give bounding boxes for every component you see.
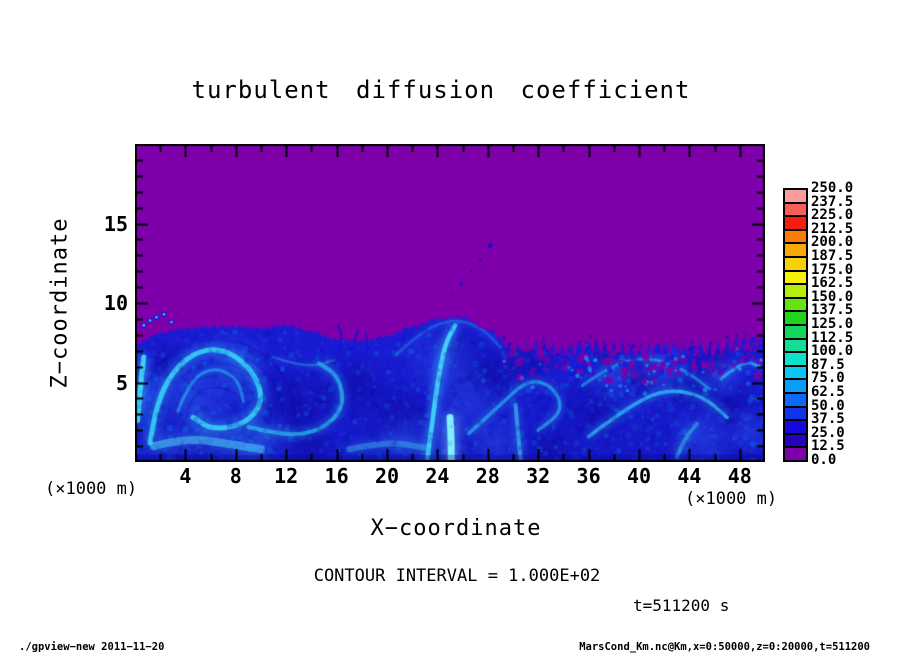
colorbar-tick-label: 150.0 — [811, 288, 854, 305]
colorbar-tick-label: 62.5 — [811, 384, 845, 400]
contour-interval-label: CONTOUR INTERVAL = 1.000E+02 — [313, 566, 601, 586]
colorbar-tick-label: 237.5 — [811, 193, 854, 210]
colorbar-tick-label: 0.0 — [811, 452, 837, 468]
colorbar-tick-label: 87.5 — [811, 356, 845, 373]
x-tick-label: 28 — [475, 464, 500, 488]
colorbar-tick-label: 37.5 — [811, 411, 845, 428]
colorbar-tick-label: 187.5 — [811, 248, 854, 264]
colorbar — [783, 188, 808, 464]
colorbar-tick-label: 137.5 — [811, 302, 854, 319]
time-label: t=511200 s — [633, 596, 730, 615]
x-tick-label: 20 — [374, 464, 400, 488]
x-tick-label: 4 — [179, 464, 192, 488]
colorbar-tick-label: 175.0 — [811, 261, 854, 278]
heatmap-canvas — [135, 144, 765, 462]
x-tick-label: 48 — [727, 464, 752, 488]
z-axis-title: Z−coordinate — [47, 217, 73, 389]
z-tick-label: 10 — [103, 291, 128, 315]
colorbar-tick-label: 200.0 — [811, 234, 854, 251]
x-axis-title: X−coordinate — [370, 516, 542, 541]
colorbar-tick-label: 250.0 — [811, 180, 854, 196]
footer-command-label: ./gpview−new 2011−11−20 — [19, 641, 165, 653]
colorbar-tick-label: 162.5 — [811, 275, 854, 292]
x-tick-label: 16 — [324, 464, 349, 488]
z-axis-unit-label: (×1000 m) — [45, 479, 138, 499]
colorbar-tick-label: 12.5 — [811, 438, 845, 455]
colorbar-tick-label: 225.0 — [811, 207, 854, 224]
colorbar-tick-label: 25.0 — [811, 424, 845, 441]
colorbar-tick-label: 212.5 — [811, 220, 854, 237]
x-tick-label: 40 — [626, 464, 652, 488]
chart-title: turbulent diffusion coefficient — [191, 76, 691, 104]
z-tick-label: 15 — [103, 211, 128, 236]
footer-source-label: MarsCond_Km.nc@Km,x=0:50000,z=0:20000,t=… — [579, 641, 870, 653]
colorbar-tick-label: 112.5 — [811, 329, 854, 346]
x-tick-label: 44 — [677, 464, 702, 488]
colorbar-tick-label: 50.0 — [811, 397, 845, 414]
x-tick-label: 32 — [526, 464, 551, 488]
x-axis-unit-label: (×1000 m) — [685, 489, 778, 509]
x-tick-label: 12 — [274, 464, 299, 488]
colorbar-tick-label: 125.0 — [811, 316, 854, 332]
x-tick-label: 8 — [229, 464, 242, 488]
z-tick-label: 5 — [115, 370, 128, 395]
colorbar-cell — [783, 446, 808, 462]
colorbar-tick-label: 100.0 — [811, 343, 854, 360]
x-tick-label: 24 — [425, 464, 450, 488]
colorbar-tick-label: 75.0 — [811, 370, 845, 387]
x-tick-label: 36 — [576, 464, 601, 488]
